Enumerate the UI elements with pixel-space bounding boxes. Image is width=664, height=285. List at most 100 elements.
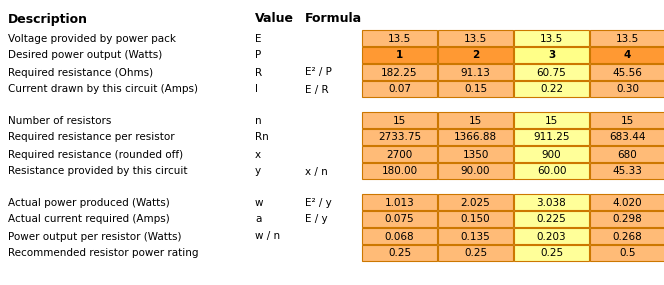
Bar [514, 194, 589, 210]
Bar [438, 194, 513, 210]
Text: Desired power output (Watts): Desired power output (Watts) [8, 50, 162, 60]
Text: 2700: 2700 [386, 150, 412, 160]
Text: Voltage provided by power pack: Voltage provided by power pack [8, 34, 176, 44]
Text: E / y: E / y [305, 215, 327, 225]
Text: 15: 15 [545, 115, 558, 125]
Text: 4.020: 4.020 [613, 198, 642, 207]
Text: 0.203: 0.203 [537, 231, 566, 241]
Text: Required resistance (rounded off): Required resistance (rounded off) [8, 150, 183, 160]
Bar [438, 146, 513, 162]
Text: Actual current required (Amps): Actual current required (Amps) [8, 215, 170, 225]
Text: R: R [255, 68, 262, 78]
Bar [514, 163, 589, 179]
Bar [438, 47, 513, 63]
Text: 0.5: 0.5 [620, 249, 635, 258]
Text: Power output per resistor (Watts): Power output per resistor (Watts) [8, 231, 181, 241]
Text: Required resistance (Ohms): Required resistance (Ohms) [8, 68, 153, 78]
Text: 13.5: 13.5 [388, 34, 411, 44]
Text: w / n: w / n [255, 231, 280, 241]
Text: x / n: x / n [305, 166, 328, 176]
Text: 0.15: 0.15 [464, 84, 487, 95]
Bar [514, 129, 589, 145]
Text: 0.268: 0.268 [613, 231, 642, 241]
Bar [362, 112, 437, 128]
Text: 0.22: 0.22 [540, 84, 563, 95]
Bar [590, 245, 664, 261]
Text: E / R: E / R [305, 84, 329, 95]
Text: 900: 900 [542, 150, 561, 160]
Text: I: I [255, 84, 258, 95]
Text: Description: Description [8, 13, 88, 25]
Bar [590, 81, 664, 97]
Text: 0.25: 0.25 [540, 249, 563, 258]
Text: x: x [255, 150, 261, 160]
Text: 13.5: 13.5 [616, 34, 639, 44]
Bar [514, 81, 589, 97]
Text: P: P [255, 50, 261, 60]
Bar [590, 129, 664, 145]
Bar [514, 64, 589, 80]
Text: 180.00: 180.00 [381, 166, 418, 176]
Text: 0.075: 0.075 [384, 215, 414, 225]
Text: Rn: Rn [255, 133, 269, 142]
Bar [362, 129, 437, 145]
Bar [362, 64, 437, 80]
Bar [590, 30, 664, 46]
Text: Recommended resistor power rating: Recommended resistor power rating [8, 249, 199, 258]
Text: 0.07: 0.07 [388, 84, 411, 95]
Text: E² / P: E² / P [305, 68, 332, 78]
Bar [362, 81, 437, 97]
Bar [590, 228, 664, 244]
Text: 15: 15 [469, 115, 482, 125]
Text: 91.13: 91.13 [461, 68, 491, 78]
Text: Formula: Formula [305, 13, 362, 25]
Text: 0.150: 0.150 [461, 215, 490, 225]
Text: Number of resistors: Number of resistors [8, 115, 112, 125]
Bar [514, 245, 589, 261]
Bar [438, 228, 513, 244]
Text: n: n [255, 115, 262, 125]
Text: 15: 15 [393, 115, 406, 125]
Bar [590, 194, 664, 210]
Text: 0.135: 0.135 [461, 231, 491, 241]
Text: E² / y: E² / y [305, 198, 332, 207]
Bar [590, 112, 664, 128]
Text: 911.25: 911.25 [533, 133, 570, 142]
Text: 680: 680 [618, 150, 637, 160]
Text: 90.00: 90.00 [461, 166, 490, 176]
Bar [590, 146, 664, 162]
Text: 15: 15 [621, 115, 634, 125]
Text: 1350: 1350 [462, 150, 489, 160]
Bar [438, 81, 513, 97]
Bar [362, 194, 437, 210]
Text: 0.25: 0.25 [388, 249, 411, 258]
Text: w: w [255, 198, 264, 207]
Bar [362, 228, 437, 244]
Text: 2.025: 2.025 [461, 198, 491, 207]
Text: Resistance provided by this circuit: Resistance provided by this circuit [8, 166, 187, 176]
Bar [362, 30, 437, 46]
Text: 0.298: 0.298 [613, 215, 642, 225]
Text: 1366.88: 1366.88 [454, 133, 497, 142]
Bar [438, 112, 513, 128]
Text: 0.30: 0.30 [616, 84, 639, 95]
Bar [362, 245, 437, 261]
Text: Actual power produced (Watts): Actual power produced (Watts) [8, 198, 170, 207]
Text: Required resistance per resistor: Required resistance per resistor [8, 133, 175, 142]
Text: y: y [255, 166, 261, 176]
Text: 182.25: 182.25 [381, 68, 418, 78]
Bar [438, 30, 513, 46]
Text: 13.5: 13.5 [464, 34, 487, 44]
Bar [590, 64, 664, 80]
Bar [362, 163, 437, 179]
Text: a: a [255, 215, 262, 225]
Bar [590, 163, 664, 179]
Text: 4: 4 [623, 50, 631, 60]
Bar [362, 146, 437, 162]
Bar [514, 146, 589, 162]
Text: Current drawn by this circuit (Amps): Current drawn by this circuit (Amps) [8, 84, 198, 95]
Bar [438, 163, 513, 179]
Text: E: E [255, 34, 262, 44]
Text: 3: 3 [548, 50, 555, 60]
Text: 0.225: 0.225 [537, 215, 566, 225]
